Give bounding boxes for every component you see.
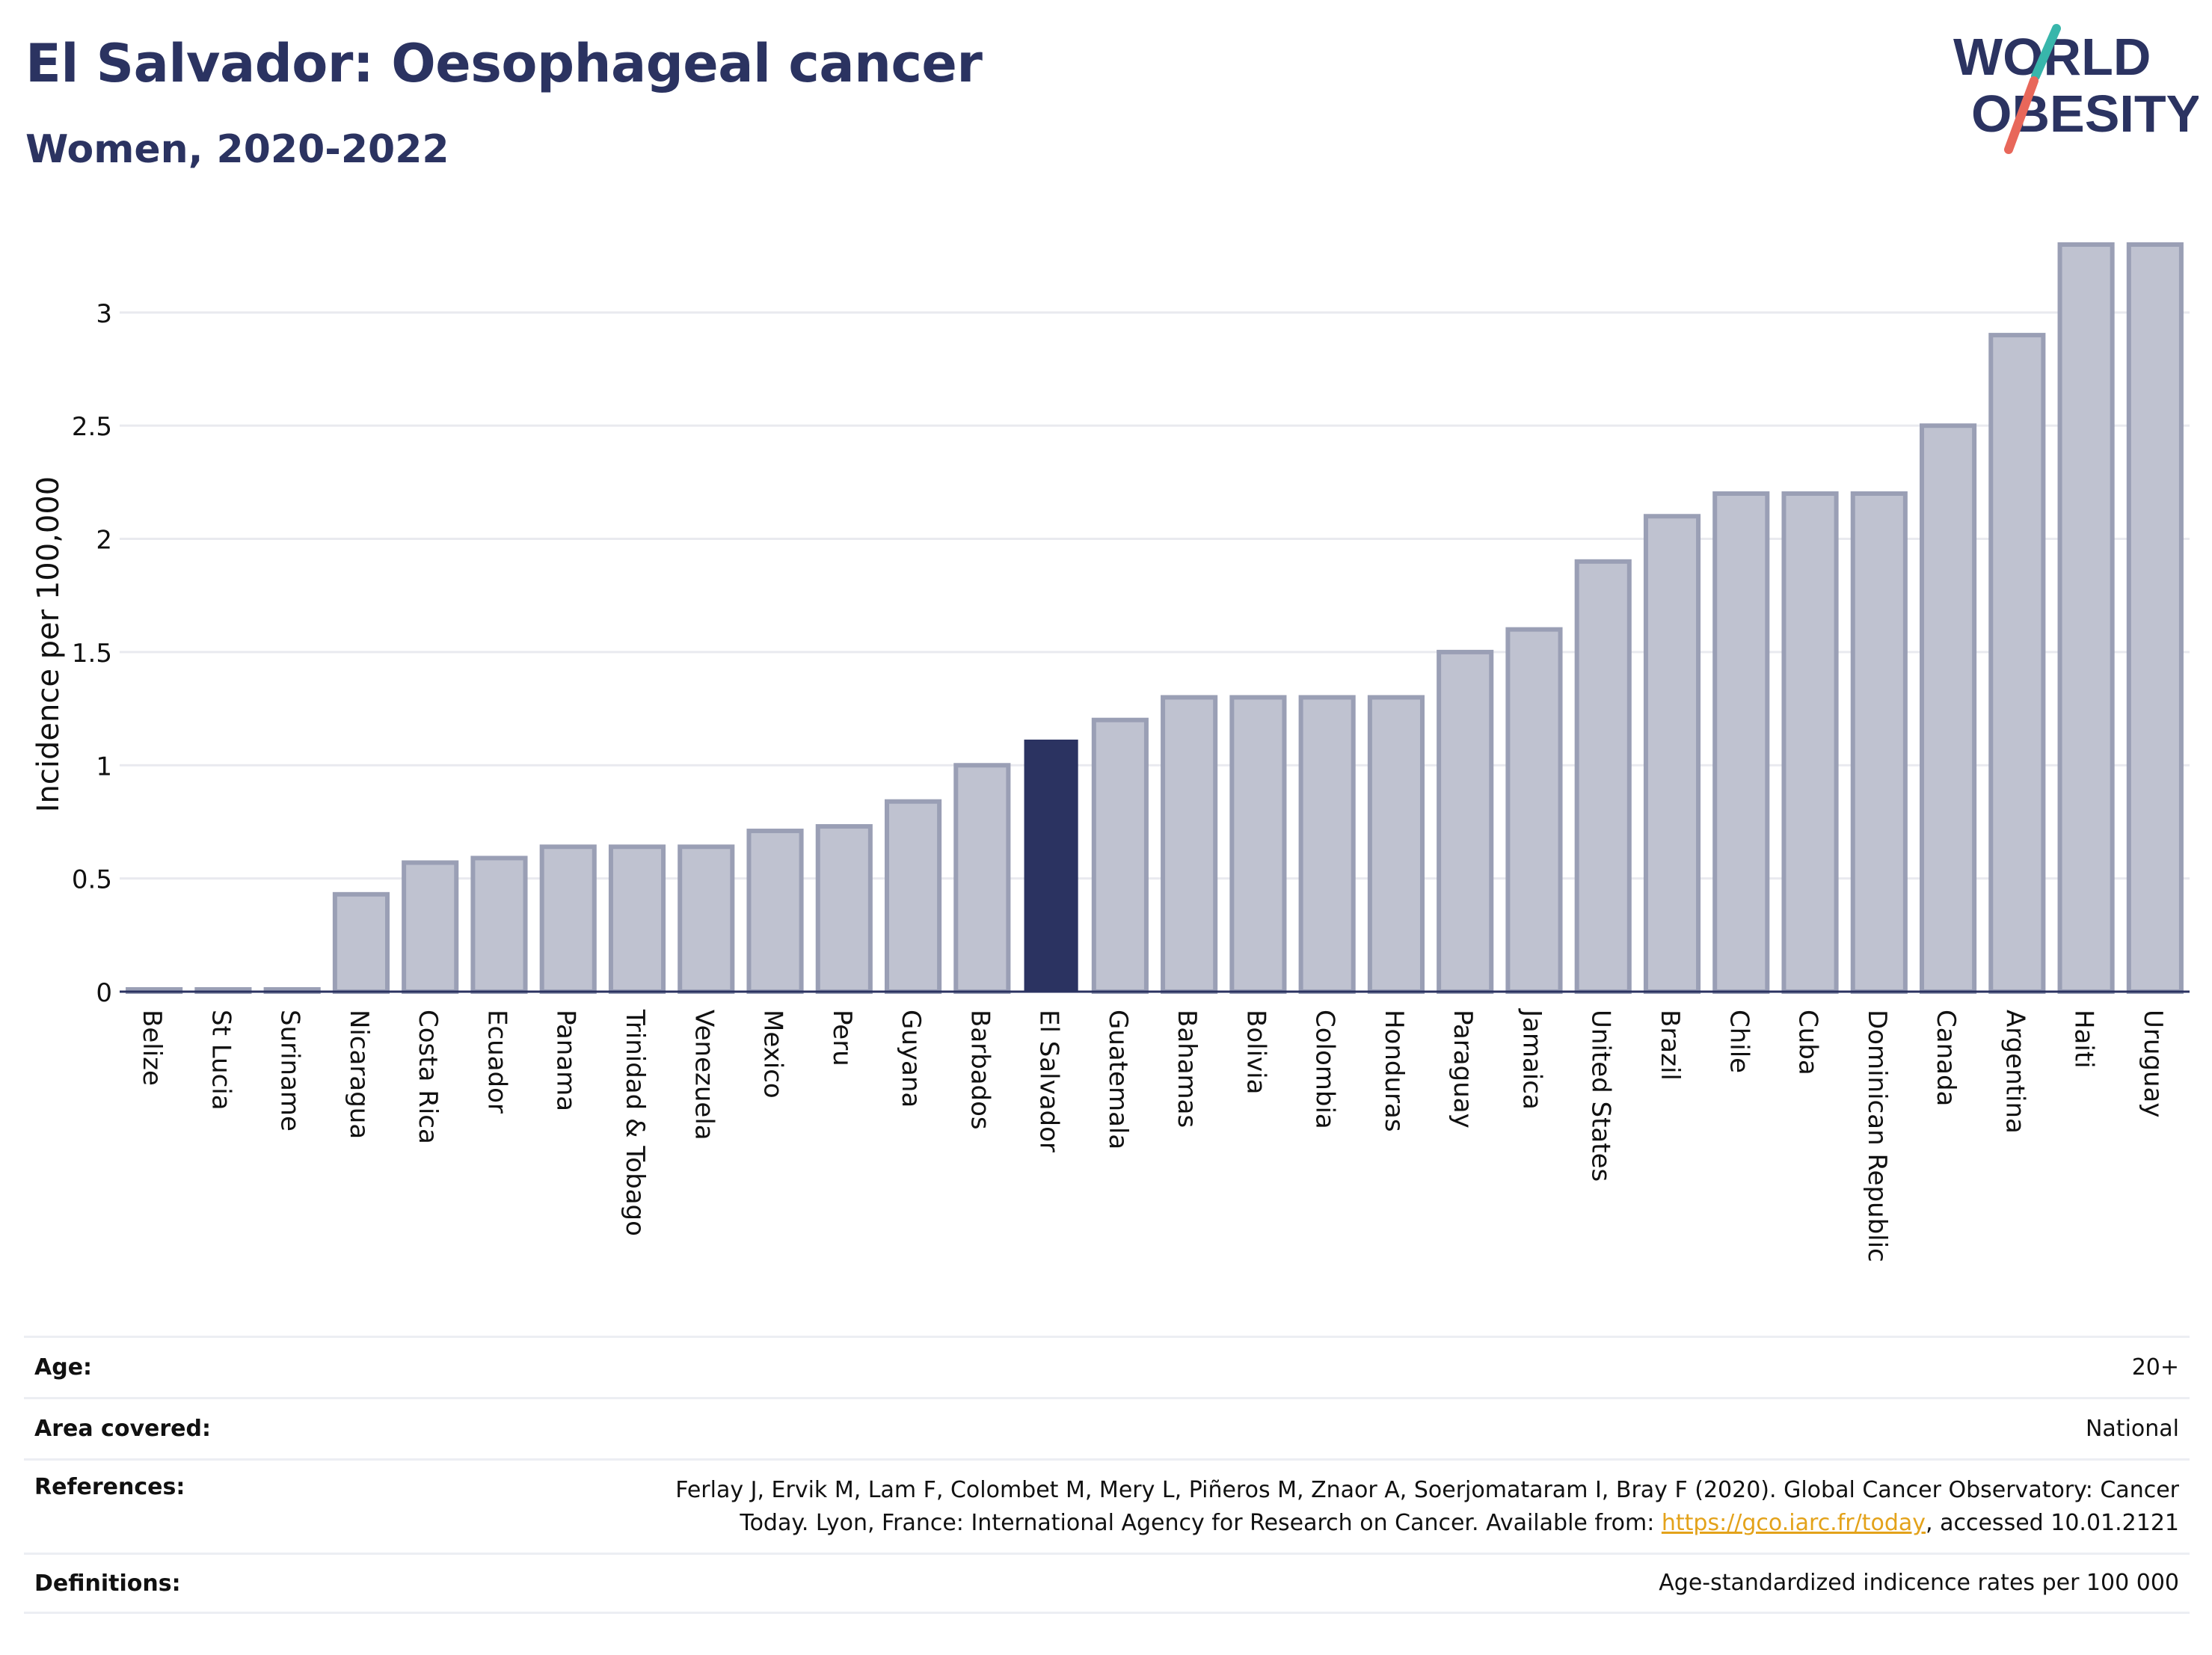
bar bbox=[1161, 695, 1218, 994]
references-line2-post: , accessed 10.01.2121 bbox=[1926, 1510, 2179, 1536]
x-tick-label: Jamaica bbox=[1517, 1008, 1546, 1110]
references-line2-pre: Today. Lyon, France: International Agenc… bbox=[740, 1510, 1662, 1536]
x-tick-label: St Lucia bbox=[206, 1010, 236, 1111]
y-tick-label: 0 bbox=[96, 978, 112, 1008]
y-axis-label: Incidence per 100,000 bbox=[31, 476, 66, 813]
x-tick-label: Panama bbox=[551, 1010, 581, 1111]
bar bbox=[1574, 559, 1632, 994]
bar bbox=[953, 763, 1011, 994]
y-tick-label: 1 bbox=[96, 752, 112, 782]
bar bbox=[1298, 695, 1356, 994]
bar bbox=[678, 844, 735, 994]
age-value: 20+ bbox=[2131, 1354, 2179, 1381]
info-row-area: Area covered: National bbox=[24, 1397, 2190, 1458]
world-obesity-logo: WORLD OBESITY bbox=[1953, 24, 2199, 154]
definitions-value: Age-standardized indicence rates per 100… bbox=[1659, 1570, 2179, 1596]
x-tick-label: Guatemala bbox=[1103, 1010, 1133, 1149]
x-tick-label: Colombia bbox=[1310, 1010, 1340, 1129]
x-tick-label: Venezuela bbox=[689, 1010, 719, 1140]
y-tick-labels: 0 0.5 1 1.5 2 2.5 3 bbox=[72, 299, 112, 1008]
info-row-references: References: Ferlay J, Ervik M, Lam F, Co… bbox=[24, 1458, 2190, 1553]
bar bbox=[608, 844, 666, 994]
logo-slash-teal bbox=[2031, 24, 2061, 81]
bar bbox=[1367, 695, 1425, 994]
x-tick-label: Uruguay bbox=[2138, 1010, 2168, 1118]
x-tick-label: Dominican Republic bbox=[1862, 1010, 1892, 1262]
bar bbox=[2057, 242, 2115, 994]
bar bbox=[470, 856, 528, 994]
y-tick-label: 2 bbox=[96, 526, 112, 556]
bar bbox=[1229, 695, 1287, 994]
bar-chart: 0 0.5 1 1.5 2 2.5 3 Belize St Lucia Suriname Nica… bbox=[31, 242, 2190, 1262]
x-tick-label: Belize bbox=[137, 1010, 167, 1086]
definitions-label: Definitions: bbox=[34, 1570, 181, 1597]
x-tick-label: Chile bbox=[1724, 1010, 1754, 1073]
y-tick-label: 3 bbox=[96, 299, 112, 329]
bar bbox=[1920, 423, 1977, 994]
bar bbox=[746, 829, 804, 994]
bar bbox=[2126, 242, 2184, 994]
x-tick-label: El Salvador bbox=[1034, 1010, 1064, 1152]
x-tick-label: United States bbox=[1586, 1010, 1616, 1182]
info-row-definitions: Definitions: Age-standardized indicence … bbox=[24, 1553, 2190, 1614]
bar bbox=[1643, 514, 1701, 994]
x-tick-label: Canada bbox=[1931, 1010, 1961, 1106]
x-tick-label: Guyana bbox=[896, 1010, 926, 1108]
x-tick-label: Haiti bbox=[2069, 1010, 2099, 1069]
x-tick-label: Bolivia bbox=[1241, 1010, 1271, 1094]
x-tick-label: Brazil bbox=[1655, 1010, 1685, 1081]
references-value: Ferlay J, Ervik M, Lam F, Colombet M, Me… bbox=[675, 1474, 2179, 1540]
x-tick-label: Peru bbox=[827, 1010, 857, 1066]
x-tick-label: Honduras bbox=[1379, 1010, 1409, 1132]
bar bbox=[815, 824, 873, 994]
grid-lines bbox=[120, 311, 2190, 880]
info-table: Age: 20+ Area covered: National Referenc… bbox=[24, 1336, 2190, 1614]
bar bbox=[402, 860, 459, 994]
x-tick-label: Bahamas bbox=[1172, 1010, 1202, 1128]
y-tick-label: 0.5 bbox=[72, 865, 112, 895]
references-label: References: bbox=[34, 1474, 185, 1500]
references-line1: Ferlay J, Ervik M, Lam F, Colombet M, Me… bbox=[675, 1477, 2179, 1503]
info-row-age: Age: 20+ bbox=[24, 1336, 2190, 1397]
y-tick-label: 2.5 bbox=[72, 412, 112, 442]
x-tick-label: Cuba bbox=[1793, 1010, 1823, 1075]
bar bbox=[332, 891, 390, 994]
x-tick-label: Barbados bbox=[965, 1010, 995, 1130]
x-tick-label: Ecuador bbox=[482, 1010, 511, 1114]
bar bbox=[1850, 491, 1908, 994]
references-link[interactable]: https://gco.iarc.fr/today bbox=[1661, 1510, 1926, 1536]
page-title: El Salvador: Oesophageal cancer bbox=[25, 33, 983, 94]
area-value: National bbox=[2085, 1415, 2179, 1442]
bar bbox=[1091, 717, 1149, 995]
x-tick-label: Nicaragua bbox=[344, 1010, 374, 1139]
x-tick-label: Costa Rica bbox=[413, 1010, 443, 1144]
x-tick-label: Argentina bbox=[2000, 1010, 2030, 1134]
bar bbox=[1437, 649, 1494, 995]
logo-slash-coral bbox=[2004, 76, 2039, 154]
bar bbox=[1988, 333, 2046, 995]
bar bbox=[1781, 491, 1839, 994]
x-tick-label: Mexico bbox=[758, 1010, 788, 1099]
x-tick-label: Trinidad & Tobago bbox=[620, 1009, 650, 1236]
logo-line2: OBESITY bbox=[1971, 85, 2199, 143]
bar-highlight bbox=[1024, 739, 1078, 992]
bar bbox=[885, 799, 942, 995]
bars bbox=[126, 242, 2184, 995]
y-tick-label: 1.5 bbox=[72, 639, 112, 669]
age-label: Age: bbox=[34, 1354, 93, 1381]
x-tick-label: Suriname bbox=[275, 1010, 305, 1132]
bar bbox=[1712, 491, 1770, 994]
x-tick-labels: Belize St Lucia Suriname Nicaragua Costa Ric… bbox=[137, 1008, 2168, 1262]
bar bbox=[1505, 627, 1563, 994]
area-label: Area covered: bbox=[34, 1416, 211, 1442]
page-subtitle: Women, 2020-2022 bbox=[25, 127, 449, 172]
x-tick-label: Paraguay bbox=[1448, 1010, 1478, 1129]
bar bbox=[539, 844, 597, 994]
